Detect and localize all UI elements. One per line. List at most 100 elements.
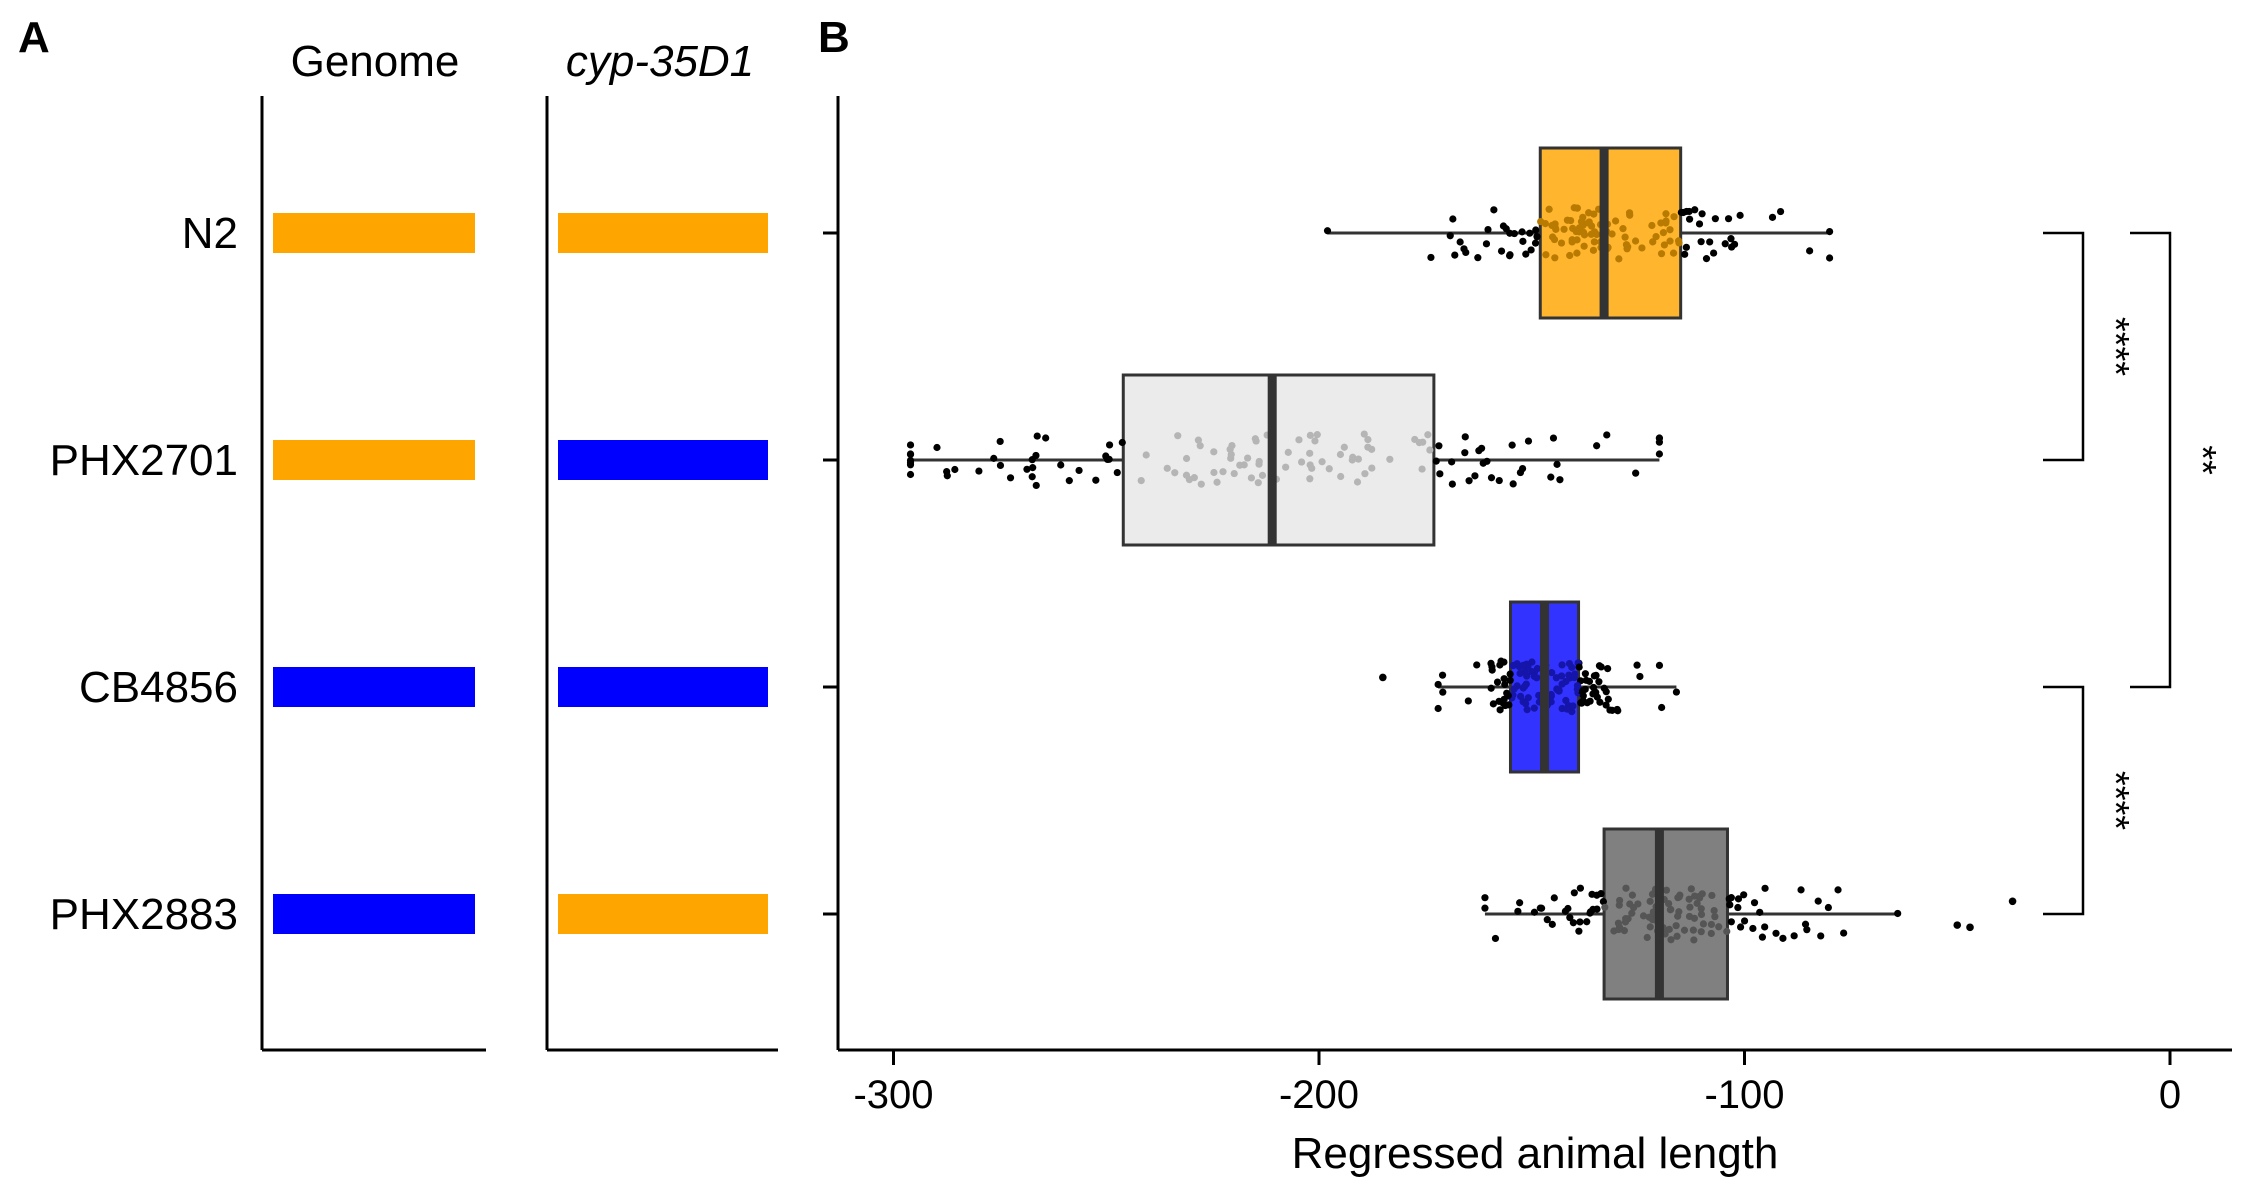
data-point xyxy=(1761,884,1769,892)
data-point xyxy=(1646,923,1654,931)
data-point xyxy=(1255,457,1263,466)
data-point xyxy=(1576,918,1584,926)
data-point xyxy=(1592,671,1600,679)
data-point xyxy=(1518,228,1526,236)
significance-bracket: ** xyxy=(2130,231,2223,689)
data-point xyxy=(1582,676,1590,684)
data-point xyxy=(1560,225,1568,233)
data-point xyxy=(1772,929,1780,937)
data-point xyxy=(1558,661,1566,669)
data-point xyxy=(1699,920,1708,928)
strain-label-cb4856: CB4856 xyxy=(79,663,238,712)
data-point xyxy=(1568,236,1576,244)
data-point xyxy=(1648,221,1656,230)
data-point xyxy=(1621,233,1629,241)
data-point xyxy=(1473,661,1481,669)
data-point xyxy=(1213,478,1221,486)
genotype-panel: Genome cyp-35D1 N2 PHX2701 CB4856 PHX288… xyxy=(50,37,778,1052)
data-point xyxy=(1674,237,1683,245)
data-point xyxy=(1697,910,1706,919)
data-point xyxy=(1545,205,1553,213)
data-point xyxy=(1768,213,1777,221)
data-point xyxy=(1504,692,1512,700)
data-point xyxy=(1615,925,1623,934)
data-point xyxy=(1491,934,1500,943)
data-point xyxy=(1118,438,1126,447)
data-point xyxy=(1579,687,1587,695)
data-point xyxy=(1543,916,1551,924)
outlier-point xyxy=(1379,673,1387,682)
data-point xyxy=(1834,886,1842,894)
data-point xyxy=(1527,246,1535,254)
data-point xyxy=(1105,455,1113,463)
data-point xyxy=(1576,884,1584,892)
data-point xyxy=(1474,254,1482,262)
data-point xyxy=(1182,471,1191,479)
data-point xyxy=(1776,207,1785,216)
data-point xyxy=(1547,698,1555,706)
data-point xyxy=(1516,468,1525,477)
data-point xyxy=(1670,213,1678,221)
data-point xyxy=(1655,661,1664,670)
data-point xyxy=(1448,458,1456,466)
data-point xyxy=(1652,233,1660,241)
data-point xyxy=(1687,885,1695,893)
data-point xyxy=(1570,673,1578,682)
data-point xyxy=(996,461,1005,470)
data-point xyxy=(1311,437,1319,445)
data-point xyxy=(1510,229,1518,238)
data-point xyxy=(1113,468,1121,477)
data-point xyxy=(1434,704,1442,713)
data-point xyxy=(1448,480,1456,488)
data-point xyxy=(1608,230,1616,238)
data-point xyxy=(1662,210,1670,218)
data-point xyxy=(1368,464,1376,472)
data-point xyxy=(1171,469,1179,477)
data-point xyxy=(1497,247,1506,255)
data-point xyxy=(1801,920,1810,928)
data-point xyxy=(1424,431,1432,439)
data-point xyxy=(1593,442,1601,450)
data-point xyxy=(1247,474,1255,482)
data-point xyxy=(1707,920,1716,929)
data-point xyxy=(1622,241,1631,249)
data-point xyxy=(1583,918,1591,926)
strain-label-n2: N2 xyxy=(182,209,238,258)
data-point xyxy=(906,441,915,449)
data-point xyxy=(1599,897,1607,906)
data-point xyxy=(1601,903,1609,911)
data-point xyxy=(1306,449,1314,457)
data-point xyxy=(1240,461,1248,469)
data-point xyxy=(1436,470,1444,478)
data-point xyxy=(1306,475,1314,483)
data-point xyxy=(1306,431,1314,439)
data-point xyxy=(1057,461,1065,469)
gene-bar-n2 xyxy=(558,213,768,253)
data-point xyxy=(1519,237,1527,245)
data-point xyxy=(1566,251,1574,260)
data-point xyxy=(1672,922,1680,930)
data-point xyxy=(1547,473,1555,481)
data-point xyxy=(1550,894,1558,902)
x-tick-label: -200 xyxy=(1279,1073,1359,1117)
data-point xyxy=(1418,465,1426,473)
data-point xyxy=(1697,905,1705,913)
significance-brackets: ********** xyxy=(2043,231,2223,916)
data-point xyxy=(1636,672,1644,681)
data-point xyxy=(1697,238,1705,246)
data-point xyxy=(1631,237,1640,245)
data-point xyxy=(975,467,983,475)
strain-label-phx2883: PHX2883 xyxy=(50,890,238,939)
data-point xyxy=(1426,446,1434,454)
data-point xyxy=(1726,901,1734,909)
data-point xyxy=(1439,688,1447,696)
data-point xyxy=(1666,226,1674,234)
genotype-bars xyxy=(273,213,768,934)
data-point xyxy=(1190,474,1198,482)
data-point xyxy=(1230,469,1238,478)
data-point xyxy=(1505,252,1514,260)
data-point xyxy=(1622,915,1630,923)
data-point xyxy=(1530,704,1538,712)
data-point xyxy=(1619,225,1627,233)
data-point xyxy=(1558,680,1566,688)
